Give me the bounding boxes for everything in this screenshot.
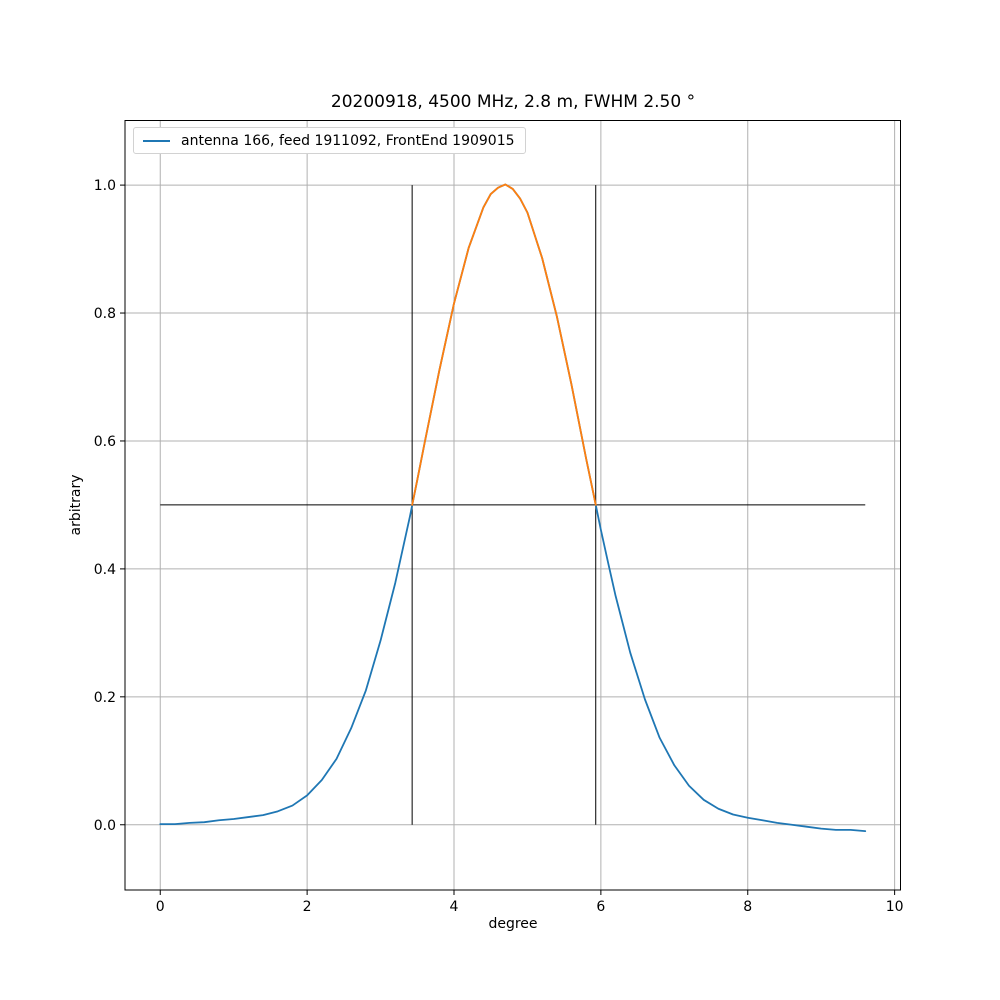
x-tick-label: 4 bbox=[450, 899, 459, 915]
x-tick-label: 2 bbox=[303, 899, 312, 915]
y-tick-label: 0.4 bbox=[94, 562, 116, 578]
tick-layer: 0 2 4 6 8 10 0.0 0.2 0.4 0.6 0.8 1.0 bbox=[94, 178, 904, 915]
legend-label: antenna 166, feed 1911092, FrontEnd 1909… bbox=[181, 132, 515, 149]
x-tick-label: 10 bbox=[886, 899, 904, 915]
x-axis-label: degree bbox=[488, 916, 538, 932]
beam-curve bbox=[159, 183, 867, 833]
legend-line-swatch bbox=[143, 139, 170, 142]
x-tick-label: 0 bbox=[156, 899, 165, 915]
axes-frame bbox=[124, 120, 901, 891]
plot-title: 20200918, 4500 MHz, 2.8 m, FWHM 2.50 ° bbox=[330, 92, 696, 112]
y-tick-label: 0.6 bbox=[94, 434, 116, 450]
x-tick-label: 6 bbox=[596, 899, 605, 915]
y-tick-label: 0.2 bbox=[94, 690, 116, 706]
y-tick-label: 1.0 bbox=[94, 178, 116, 194]
legend: antenna 166, feed 1911092, FrontEnd 1909… bbox=[133, 127, 526, 154]
y-axis-label: arbitrary bbox=[68, 474, 84, 536]
y-tick-label: 0.8 bbox=[94, 306, 116, 322]
beam-curve-highlight bbox=[411, 183, 597, 506]
fwhm-marker-layer bbox=[160, 185, 866, 825]
x-tick-label: 8 bbox=[743, 899, 752, 915]
series-layer bbox=[159, 183, 867, 833]
y-tick-label: 0.0 bbox=[94, 818, 116, 834]
